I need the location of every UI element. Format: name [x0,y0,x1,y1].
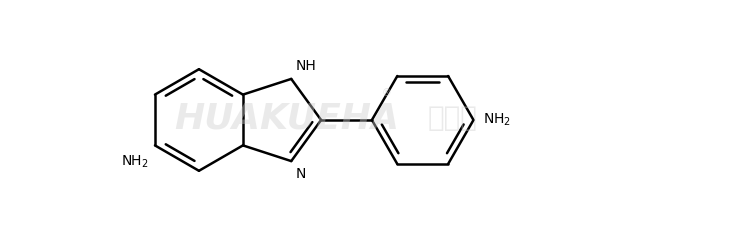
Text: N: N [295,167,306,181]
Text: NH: NH [295,59,316,73]
Text: ®: ® [382,89,391,98]
Text: NH$_2$: NH$_2$ [121,153,149,170]
Text: 化学加: 化学加 [428,104,478,132]
Text: HUAKUEHA: HUAKUEHA [175,101,399,135]
Text: NH$_2$: NH$_2$ [480,112,512,128]
